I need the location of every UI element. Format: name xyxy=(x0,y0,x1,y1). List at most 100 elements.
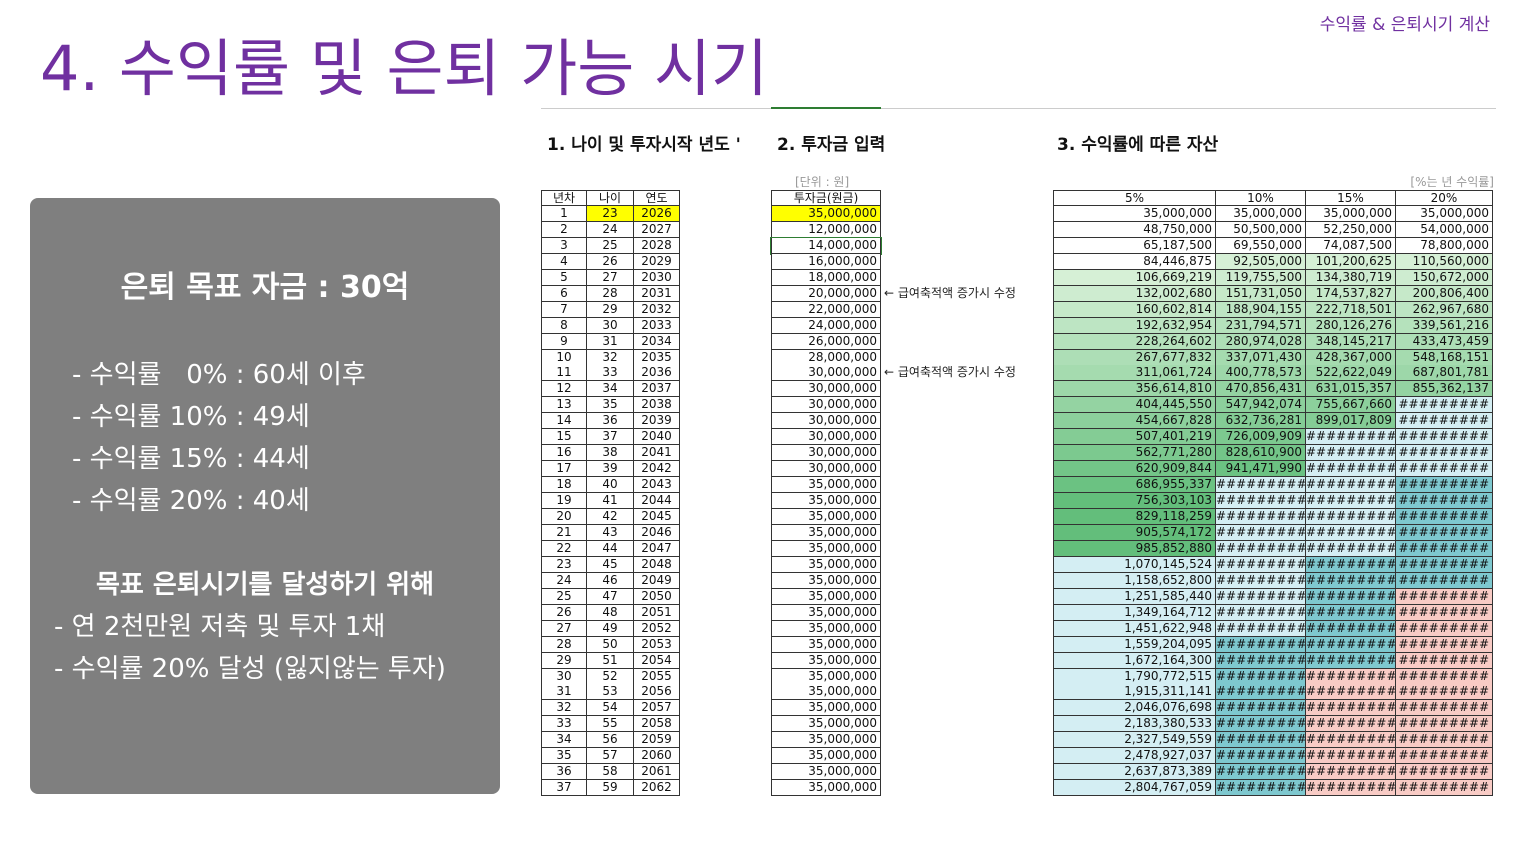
table-cell: 38 xyxy=(587,445,634,462)
table-cell: 2,478,927,037 xyxy=(1053,748,1216,765)
table-cell: 28 xyxy=(541,636,587,653)
table-cell: ######### xyxy=(1216,477,1306,494)
table-cell: ######### xyxy=(1216,668,1306,685)
top-rule xyxy=(541,108,1496,109)
table-cell: 69,550,000 xyxy=(1216,237,1306,254)
panel-item: - 수익률 20% : 40세 xyxy=(72,486,310,516)
table-cell: 27 xyxy=(541,620,587,637)
table-cell: 2,804,767,059 xyxy=(1053,780,1216,796)
table-cell: 17 xyxy=(541,461,587,478)
table-cell: 8 xyxy=(541,317,587,334)
table-cell: 2038 xyxy=(634,397,680,414)
table-cell: 35,000,000 xyxy=(771,524,881,541)
panel-note: - 연 2천만원 저축 및 투자 1채 xyxy=(54,612,386,642)
section-title: 1. 나이 및 투자시작 년도 ' xyxy=(547,135,741,155)
table-cell: 35,000,000 xyxy=(771,716,881,733)
table-cell: 14,000,000 xyxy=(770,236,882,255)
table-cell: 35,000,000 xyxy=(771,205,881,222)
section-title: 2. 투자금 입력 xyxy=(777,130,886,155)
table-cell: 21 xyxy=(541,524,587,541)
table-cell: 22 xyxy=(541,540,587,557)
table-cell: 1,158,652,800 xyxy=(1053,572,1216,589)
table-cell: 29 xyxy=(587,301,634,318)
table-cell: 454,667,828 xyxy=(1053,413,1216,430)
table-cell: 35,000,000 xyxy=(771,620,881,637)
table-cell: ######### xyxy=(1396,461,1493,478)
table-cell: 110,560,000 xyxy=(1396,253,1493,270)
table-cell: 74,087,500 xyxy=(1306,237,1396,254)
table-cell: ######### xyxy=(1216,604,1306,621)
table-cell: 562,771,280 xyxy=(1053,445,1216,462)
table-cell: 35,000,000 xyxy=(1053,205,1216,222)
table-cell: 311,061,724 xyxy=(1053,365,1216,382)
table-cell: 1,070,145,524 xyxy=(1053,556,1216,573)
table-cell: 2044 xyxy=(634,493,680,510)
table-cell: ######### xyxy=(1306,620,1396,637)
table-cell: 2043 xyxy=(634,477,680,494)
table-cell: ######### xyxy=(1216,509,1306,525)
table-cell: 23 xyxy=(541,556,587,573)
table-cell: 57 xyxy=(587,748,634,765)
table-cell: 428,367,000 xyxy=(1306,349,1396,366)
table-cell: 11 xyxy=(541,365,587,382)
table-cell: 1,672,164,300 xyxy=(1053,652,1216,669)
table-cell: 1,451,622,948 xyxy=(1053,620,1216,637)
active-tab-rule xyxy=(771,107,881,109)
table-cell: 7 xyxy=(541,301,587,318)
annotation: ← 급여축적액 증가시 수정 xyxy=(884,365,1016,380)
section-title: 3. 수익률에 따른 자산 xyxy=(1057,135,1219,155)
table-cell: ######### xyxy=(1396,668,1493,685)
column-header: 15% xyxy=(1306,190,1396,206)
table-cell: 54,000,000 xyxy=(1396,221,1493,238)
table-cell: 26 xyxy=(587,253,634,270)
table-cell: 33 xyxy=(541,716,587,733)
table-cell: ######### xyxy=(1306,668,1396,685)
table-cell: 2058 xyxy=(634,716,680,733)
table-cell: 20,000,000 xyxy=(771,285,881,302)
table-cell: 2034 xyxy=(634,333,680,350)
table-cell: 2049 xyxy=(634,572,680,589)
table-cell: 52 xyxy=(587,668,634,685)
table-cell: 2062 xyxy=(634,780,680,796)
table-cell: 35,000,000 xyxy=(771,477,881,494)
table-cell: ######### xyxy=(1396,652,1493,669)
table-cell: 2052 xyxy=(634,620,680,637)
table-cell: 2028 xyxy=(634,237,680,254)
table-cell: 23 xyxy=(587,205,634,222)
table-cell: 548,168,151 xyxy=(1396,349,1493,366)
table-cell: ######### xyxy=(1216,636,1306,653)
table-cell: ######### xyxy=(1306,477,1396,494)
table-cell: 200,806,400 xyxy=(1396,285,1493,302)
table-cell: 6 xyxy=(541,285,587,302)
table-cell: 2031 xyxy=(634,285,680,302)
table-cell: 150,672,000 xyxy=(1396,269,1493,286)
table-cell: ######### xyxy=(1306,748,1396,765)
table-cell: ######### xyxy=(1306,764,1396,781)
table-cell: 1,349,164,712 xyxy=(1053,604,1216,621)
table-cell: 829,118,259 xyxy=(1053,509,1216,525)
table-cell: 337,071,430 xyxy=(1216,349,1306,366)
table-cell: ######### xyxy=(1396,748,1493,765)
table-cell: 92,505,000 xyxy=(1216,253,1306,270)
table-cell: 174,537,827 xyxy=(1306,285,1396,302)
table-cell: 30,000,000 xyxy=(771,365,881,382)
table-cell: 522,622,049 xyxy=(1306,365,1396,382)
table-cell: 52,250,000 xyxy=(1306,221,1396,238)
table-cell: 2053 xyxy=(634,636,680,653)
table-cell: 2055 xyxy=(634,668,680,685)
table-cell: 35,000,000 xyxy=(771,604,881,621)
table-cell: 18,000,000 xyxy=(771,269,881,286)
table-cell: 2033 xyxy=(634,317,680,334)
table-cell: 56 xyxy=(587,732,634,749)
table-cell: ######### xyxy=(1216,652,1306,669)
table-cell: 32 xyxy=(587,349,634,366)
table-cell: 2060 xyxy=(634,748,680,765)
table-cell: 267,677,832 xyxy=(1053,349,1216,366)
table-cell: 2057 xyxy=(634,700,680,717)
table-cell: 2030 xyxy=(634,269,680,286)
table-cell: ######### xyxy=(1216,780,1306,796)
table-cell: ######### xyxy=(1306,780,1396,796)
table-cell: 19 xyxy=(541,493,587,510)
slide-title: 4. 수익률 및 은퇴 가능 시기 xyxy=(40,32,769,105)
table-cell: 5 xyxy=(541,269,587,286)
